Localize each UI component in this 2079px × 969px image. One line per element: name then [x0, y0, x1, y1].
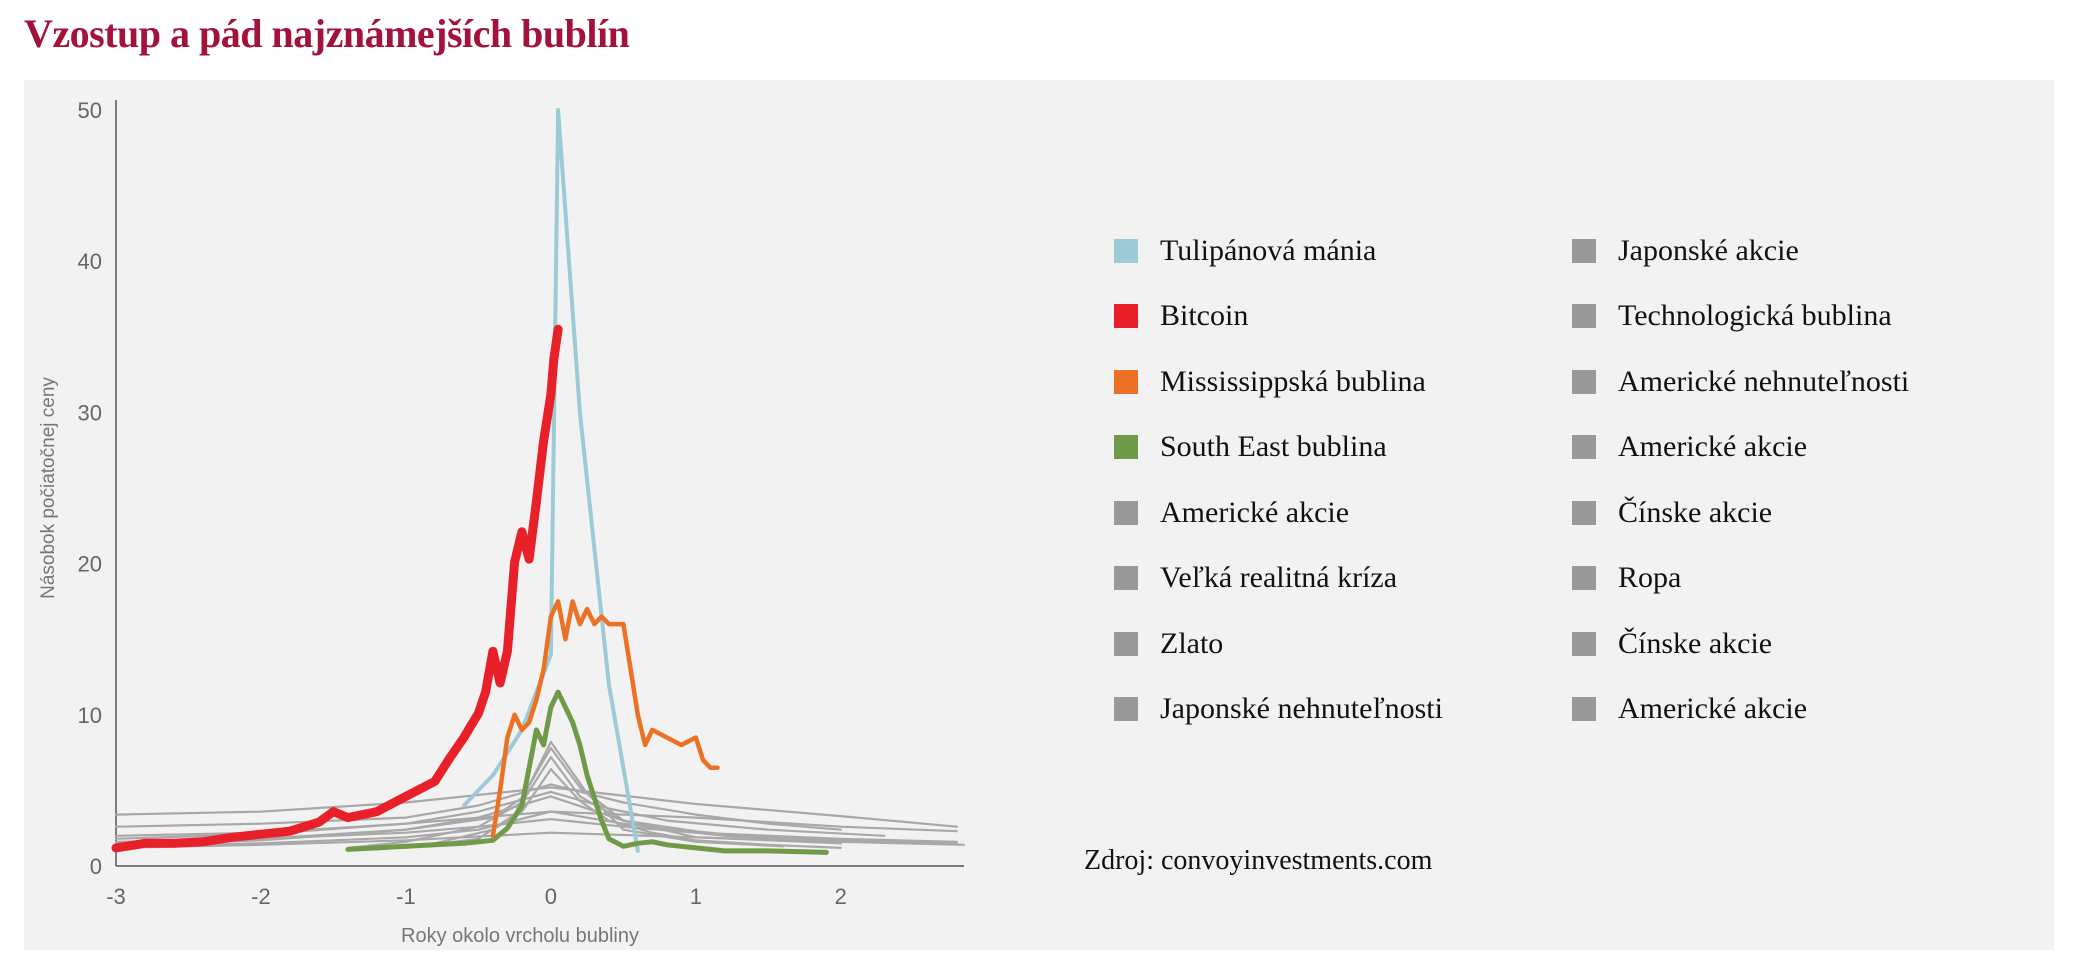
legend-label: Americké akcie — [1160, 495, 1350, 529]
series-line-americke-nehnutelnosti — [114, 786, 958, 828]
legend-swatch — [1114, 435, 1138, 460]
y-tick-label: 20 — [78, 552, 102, 577]
legend-swatch — [1114, 369, 1138, 394]
chart-panel: 0 10 20 30 40 50 -3 -2 -1 0 1 2 Roky okolo vrcholu b… — [24, 80, 2054, 950]
source-note: Zdroj: convoyinvestments.com — [1084, 845, 1433, 876]
y-tick-label: 30 — [78, 400, 102, 425]
legend-item: Japonské nehnuteľnosti — [1114, 677, 1572, 743]
legend-swatch — [1572, 369, 1596, 394]
series-line-tulipanova-mania — [461, 108, 640, 853]
x-tick-label: 2 — [835, 884, 847, 909]
legend-item: Zlato — [1114, 611, 1572, 677]
x-axis-label: Roky okolo vrcholu bubliny — [401, 925, 639, 947]
legend-swatch — [1114, 304, 1138, 329]
legend-item: Čínske akcie — [1572, 611, 1992, 677]
y-tick-label: 10 — [78, 703, 102, 728]
legend-label: Americké akcie — [1618, 430, 1808, 464]
series-line-americke-akcie — [114, 831, 966, 850]
series-line-mississippska-bublina — [490, 599, 720, 839]
legend-swatch — [1572, 697, 1596, 722]
legend-item: Americké nehnuteľnosti — [1572, 349, 1992, 415]
legend-label: Čínske akcie — [1618, 495, 1773, 529]
legend-swatch — [1572, 566, 1596, 591]
y-tick-label: 0 — [90, 854, 102, 879]
legend-label: Japonské akcie — [1618, 233, 1799, 267]
legend-label: Japonské nehnuteľnosti — [1160, 692, 1443, 726]
legend-item: South East bublina — [1114, 415, 1572, 481]
legend-label: Ropa — [1618, 561, 1682, 595]
y-tick-label: 40 — [78, 249, 102, 274]
legend-swatch — [1114, 697, 1138, 722]
legend-label: Tulipánová mánia — [1160, 233, 1377, 267]
legend-label: Zlato — [1160, 626, 1224, 660]
legend-label: Technologická bublina — [1618, 299, 1892, 333]
series-line-bitcoin — [111, 324, 563, 853]
legend-label: South East bublina — [1160, 430, 1387, 464]
legend-swatch — [1572, 435, 1596, 460]
legend-item: Veľká realitná kríza — [1114, 546, 1572, 612]
legend-item: Americké akcie — [1572, 677, 1992, 743]
legend-label: Americké akcie — [1618, 692, 1808, 726]
legend-item: Technologická bublina — [1572, 284, 1992, 350]
legend-item: Ropa — [1572, 546, 1992, 612]
legend-item: Americké akcie — [1572, 415, 1992, 481]
y-axis-label: Násobok počiatočnej ceny — [38, 377, 59, 599]
legend-label: Veľká realitná kríza — [1160, 561, 1398, 595]
series-line-americke-akcie — [114, 790, 886, 840]
legend-item: Japonské akcie — [1572, 218, 1992, 284]
legend-item: Mississippská bublina — [1114, 349, 1572, 415]
series-line-south-east-bublina — [345, 689, 829, 855]
legend-swatch — [1114, 238, 1138, 263]
x-tick-label: 1 — [690, 884, 702, 909]
legend-swatch — [1572, 500, 1596, 525]
legend-swatch — [1114, 566, 1138, 591]
page-title: Vzostup a pád najznámejších bublín — [24, 11, 630, 56]
series-line-ropa — [114, 810, 958, 848]
legend-label: Čínske akcie — [1618, 626, 1773, 660]
legend-item: Tulipánová mánia — [1114, 218, 1572, 284]
line-chart: 0 10 20 30 40 50 -3 -2 -1 0 1 2 Roky okolo vrcholu b… — [38, 98, 966, 947]
y-tick-label: 50 — [78, 98, 102, 123]
series-line-cinske-akcie — [404, 740, 784, 850]
legend-swatch — [1572, 304, 1596, 329]
legend-swatch — [1572, 631, 1596, 656]
legend-item: Bitcoin — [1114, 284, 1572, 350]
legend-label: Bitcoin — [1160, 299, 1249, 333]
legend-label: Americké nehnuteľnosti — [1618, 364, 1910, 398]
legend-swatch — [1114, 500, 1138, 525]
x-tick-label: -3 — [106, 884, 126, 909]
x-tick-label: -1 — [396, 884, 416, 909]
legend-swatch — [1114, 631, 1138, 656]
chart-legend: Tulipánová mánia Japonské akcie Bitcoin Tec… — [1114, 218, 1992, 742]
legend-swatch — [1572, 238, 1596, 263]
legend-item: Čínske akcie — [1572, 480, 1992, 546]
x-tick-label: 0 — [545, 884, 557, 909]
series-line-cinske-akcie — [375, 768, 842, 851]
x-tick-label: -2 — [251, 884, 271, 909]
legend-label: Mississippská bublina — [1160, 364, 1426, 398]
legend-item: Americké akcie — [1114, 480, 1572, 546]
